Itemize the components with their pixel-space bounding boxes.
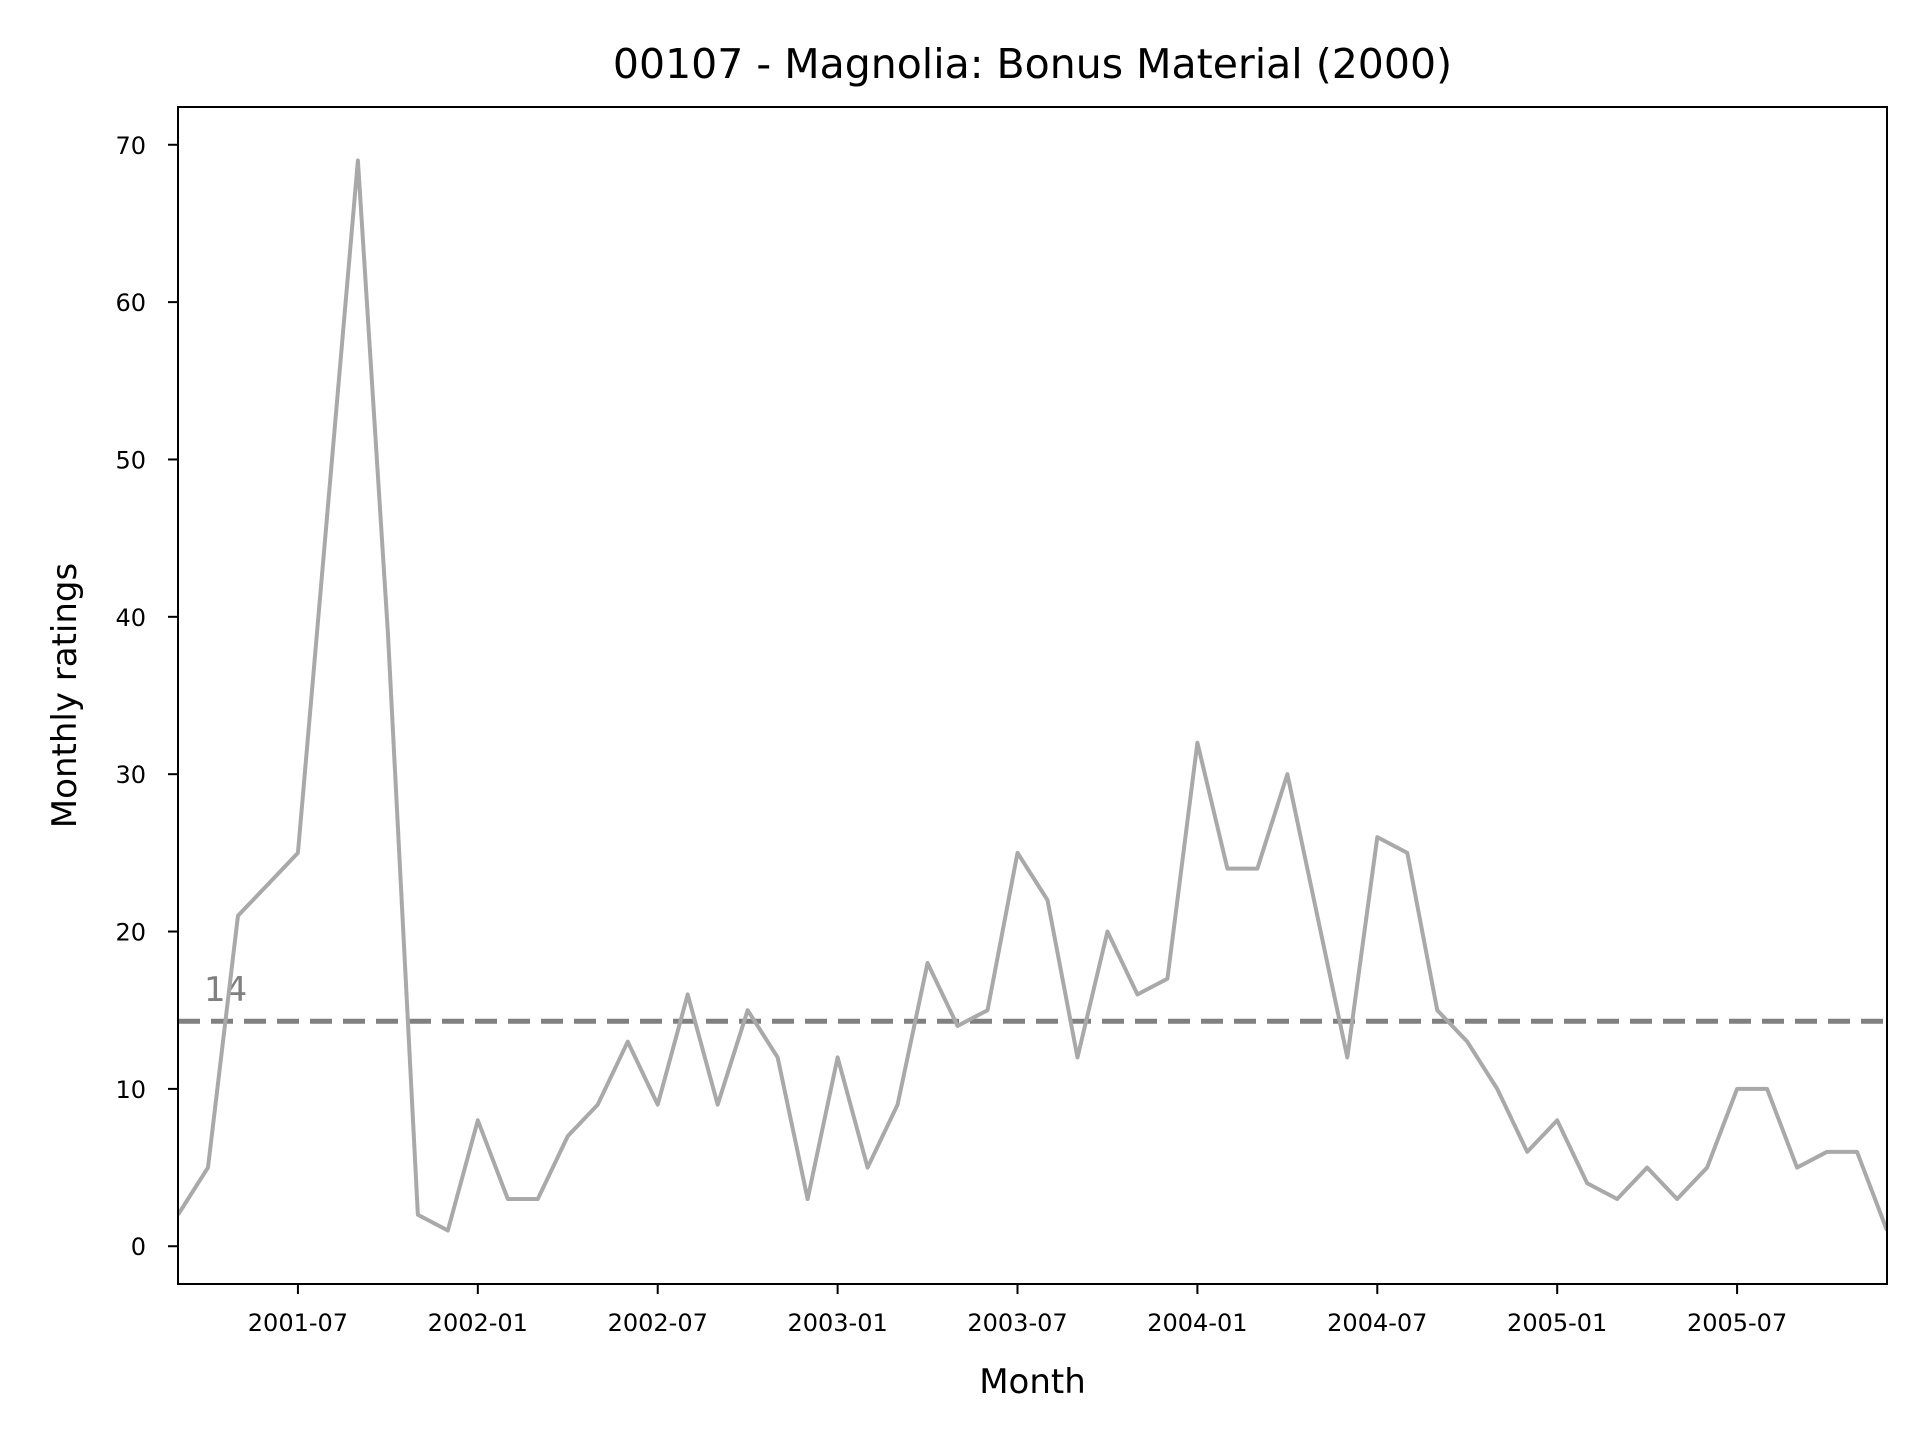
x-tick-label: 2003-01 bbox=[787, 1309, 887, 1337]
x-tick-label: 2002-07 bbox=[608, 1309, 708, 1337]
y-tick-label: 20 bbox=[115, 919, 146, 947]
y-tick-label: 30 bbox=[115, 761, 146, 789]
x-tick-label: 2002-01 bbox=[428, 1309, 528, 1337]
y-tick-label: 10 bbox=[115, 1076, 146, 1104]
plot-area: 14 bbox=[178, 158, 1887, 1233]
x-tick-label: 2005-01 bbox=[1507, 1309, 1607, 1337]
y-tick-label: 0 bbox=[131, 1233, 146, 1261]
x-tick-label: 2005-07 bbox=[1687, 1309, 1787, 1337]
x-tick-label: 2001-07 bbox=[248, 1309, 348, 1337]
y-tick-label: 40 bbox=[115, 604, 146, 632]
y-tick-label: 60 bbox=[115, 289, 146, 317]
plot-frame bbox=[177, 106, 1888, 1285]
axes: 2001-07 2002-01 2002-07 2003-01 2003-07 2004-… bbox=[115, 132, 1787, 1337]
series-line bbox=[178, 158, 1887, 1233]
y-axis-label: Monthly ratings bbox=[45, 563, 85, 828]
x-tick-label: 2003-07 bbox=[967, 1309, 1067, 1337]
y-tick-label: 70 bbox=[115, 132, 146, 160]
x-tick-label: 2004-01 bbox=[1147, 1309, 1247, 1337]
x-axis-label: Month bbox=[979, 1362, 1086, 1402]
chart-title: 00107 - Magnolia: Bonus Material (2000) bbox=[613, 40, 1452, 88]
x-tick-label: 2004-07 bbox=[1327, 1309, 1427, 1337]
y-tick-label: 50 bbox=[115, 446, 146, 474]
